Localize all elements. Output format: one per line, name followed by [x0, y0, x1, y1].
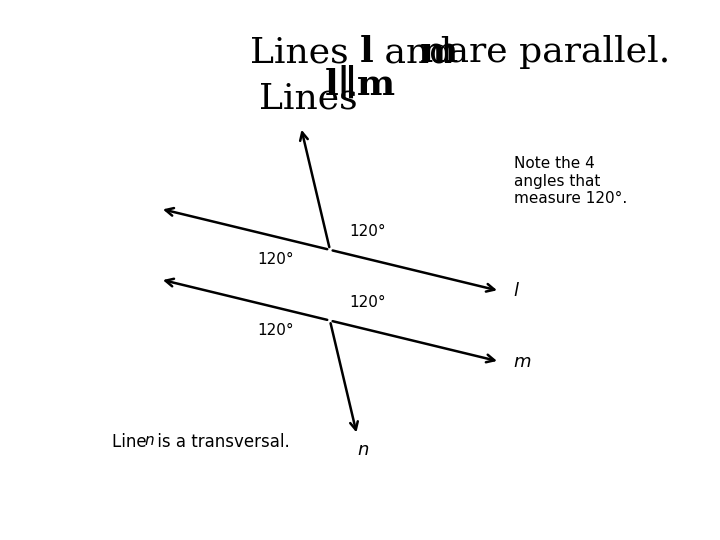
Text: Line: Line — [112, 433, 152, 451]
Text: and: and — [373, 35, 464, 69]
Text: Lines: Lines — [250, 35, 360, 69]
Text: l: l — [513, 282, 518, 300]
Text: 120°: 120° — [349, 295, 386, 310]
Text: 120°: 120° — [349, 225, 386, 239]
Text: m: m — [420, 35, 458, 69]
Text: 120°: 120° — [258, 252, 294, 267]
Text: l∥m: l∥m — [325, 68, 395, 102]
Text: l: l — [360, 35, 374, 69]
Text: are parallel.: are parallel. — [436, 35, 670, 69]
Text: is a transversal.: is a transversal. — [153, 433, 290, 451]
Text: n: n — [145, 433, 154, 448]
Text: Note the 4
angles that
measure 120°.: Note the 4 angles that measure 120°. — [514, 156, 627, 206]
Text: m: m — [513, 353, 531, 370]
Text: 120°: 120° — [258, 322, 294, 338]
Text: n: n — [357, 441, 369, 460]
Text: Lines: Lines — [259, 82, 369, 116]
